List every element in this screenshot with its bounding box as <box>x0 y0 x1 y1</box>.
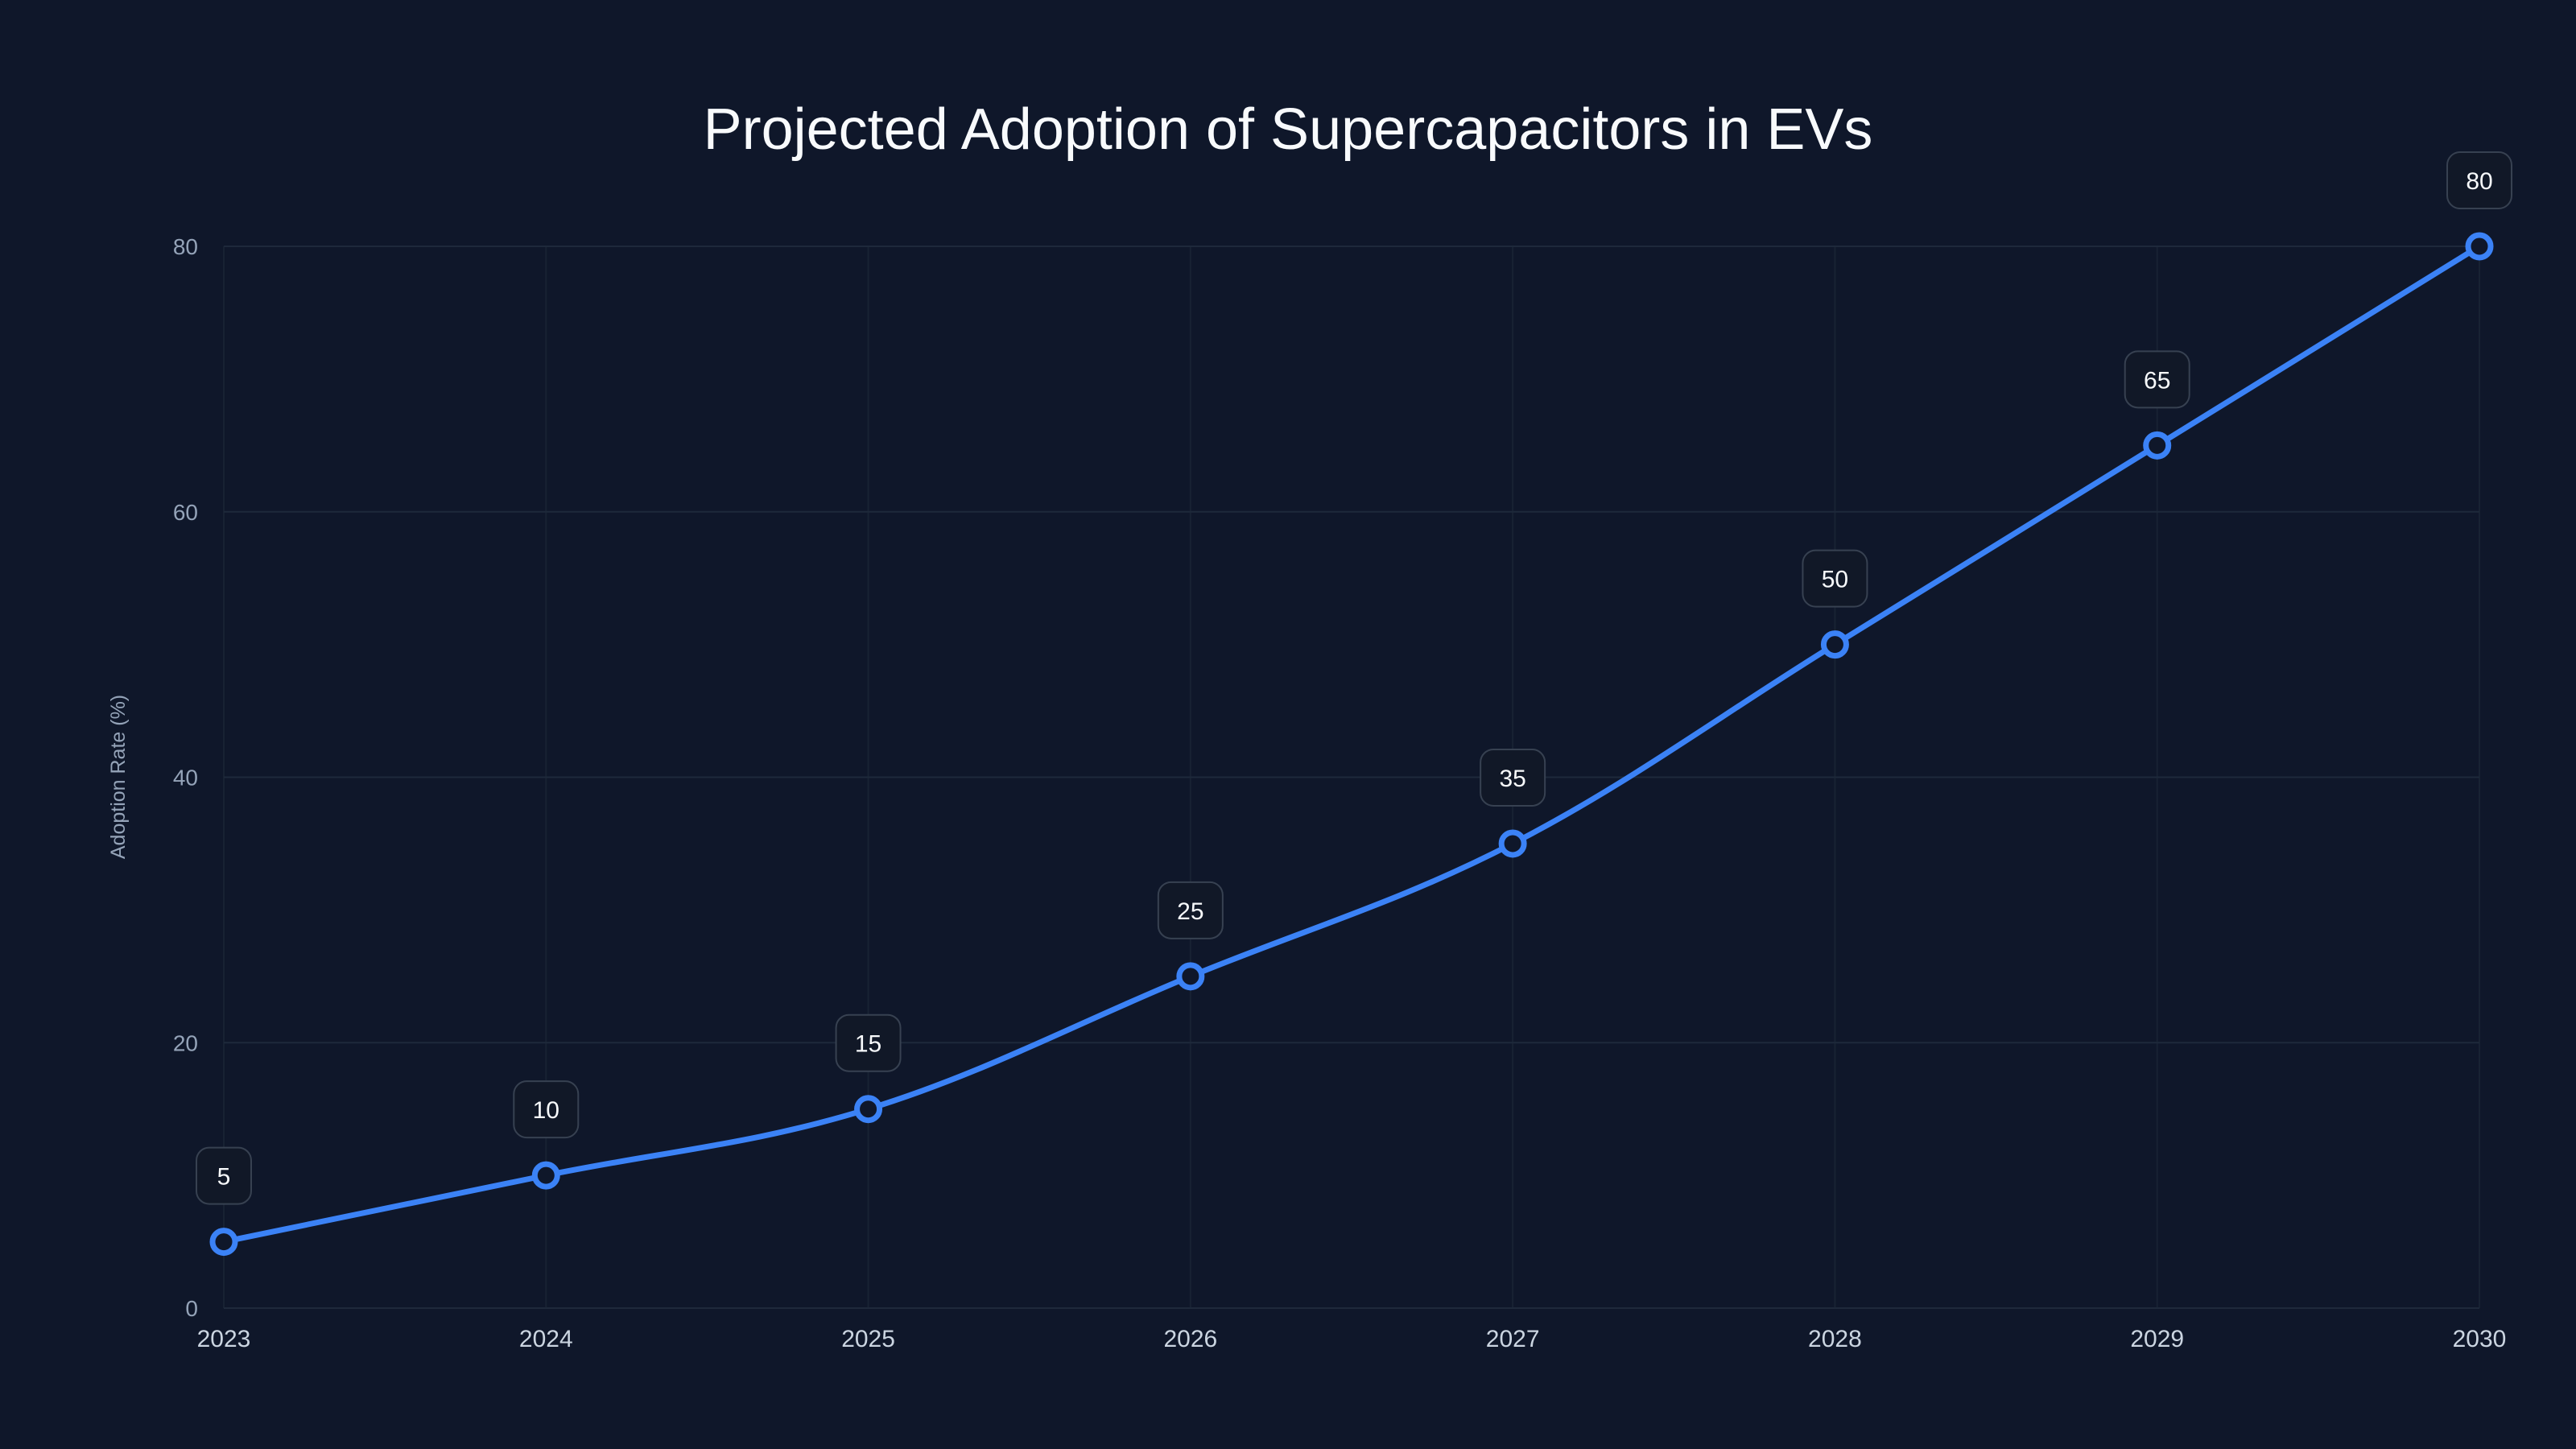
data-label: 50 <box>1822 567 1848 593</box>
y-axis: 0 20 40 60 80 <box>173 234 198 1321</box>
data-label-box <box>1157 881 1224 939</box>
data-point <box>2465 232 2494 261</box>
data-label: 65 <box>2144 367 2170 394</box>
data-label-box <box>835 1013 902 1072</box>
data-label-box <box>2446 151 2512 209</box>
x-tick-label: 2023 <box>197 1326 251 1352</box>
x-tick-label: 2025 <box>841 1326 895 1352</box>
data-label: 10 <box>533 1097 559 1124</box>
x-axis: 2023 2024 2025 2026 2027 2028 2029 2030 <box>197 1326 2507 1352</box>
x-tick-label: 2028 <box>1808 1326 1862 1352</box>
data-label: 35 <box>1499 766 1525 792</box>
data-point <box>1176 962 1205 991</box>
data-points <box>209 232 2494 1257</box>
series-line <box>221 243 2483 1245</box>
data-point <box>209 1228 238 1257</box>
data-label-box <box>1480 748 1546 807</box>
x-tick-label: 2024 <box>519 1326 573 1352</box>
y-axis-title: Adoption Rate (%) <box>107 695 130 859</box>
y-tick-label: 60 <box>173 500 198 525</box>
data-label: 5 <box>217 1164 231 1191</box>
data-label-box <box>513 1080 580 1139</box>
y-tick-label: 40 <box>173 766 198 791</box>
data-label-box <box>1802 549 1868 608</box>
y-tick-label: 80 <box>173 234 198 259</box>
data-point <box>531 1161 560 1190</box>
x-tick-label: 2026 <box>1163 1326 1217 1352</box>
data-label: 15 <box>855 1031 881 1058</box>
data-labels: 5 10 15 25 35 50 65 80 <box>196 151 2512 1205</box>
data-label: 25 <box>1177 898 1203 925</box>
data-point <box>2143 431 2172 460</box>
data-label: 80 <box>2466 168 2492 195</box>
x-tick-label: 2030 <box>2453 1326 2507 1352</box>
data-label-box <box>2124 350 2190 409</box>
y-tick-label: 20 <box>173 1030 198 1055</box>
data-point <box>1498 829 1527 858</box>
y-tick-label: 0 <box>185 1296 198 1321</box>
data-point <box>854 1095 883 1124</box>
x-tick-label: 2027 <box>1486 1326 1540 1352</box>
data-label-box <box>196 1146 252 1205</box>
chart-title: Projected Adoption of Supercapacitors in… <box>704 97 1873 162</box>
grid <box>223 246 2480 1309</box>
data-point <box>1820 630 1849 659</box>
x-tick-label: 2029 <box>2130 1326 2184 1352</box>
